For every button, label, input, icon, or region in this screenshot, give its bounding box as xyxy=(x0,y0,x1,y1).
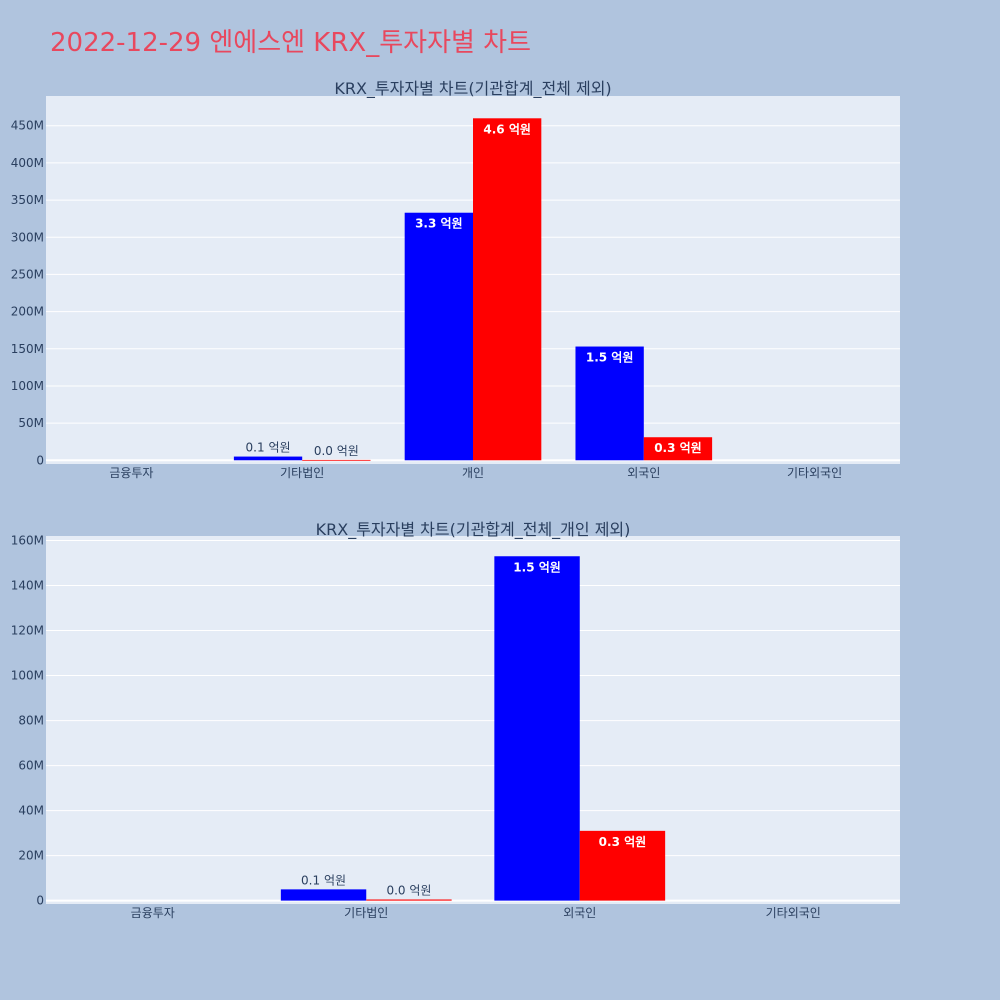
data-label: 0.0 억원 xyxy=(386,883,431,897)
y-tick-label: 0 xyxy=(36,894,44,908)
y-tick-label: 40M xyxy=(18,804,44,818)
x-tick-label: 금융투자 xyxy=(131,906,175,920)
bar xyxy=(280,889,367,901)
x-tick-label: 기타외국인 xyxy=(766,906,821,920)
y-tick-label: 160M xyxy=(11,534,44,548)
x-tick-label: 기타법인 xyxy=(280,466,324,480)
y-tick-label: 200M xyxy=(11,305,44,319)
bar xyxy=(643,437,713,461)
x-tick-label: 개인 xyxy=(462,466,484,480)
x-tick-label: 금융투자 xyxy=(109,466,153,480)
data-label: 0.1 억원 xyxy=(301,873,346,887)
data-label: 0.1 억원 xyxy=(246,441,291,455)
data-label: 3.3 억원 xyxy=(415,217,463,231)
data-label: 0.3 억원 xyxy=(654,441,702,455)
bar xyxy=(233,456,303,461)
y-tick-label: 250M xyxy=(11,267,44,281)
y-tick-label: 300M xyxy=(11,230,44,244)
y-tick-label: 80M xyxy=(18,714,44,728)
data-label: 4.6 억원 xyxy=(483,122,531,136)
x-tick-label: 기타법인 xyxy=(344,906,388,920)
y-tick-label: 20M xyxy=(18,849,44,863)
data-label: 0.3 억원 xyxy=(599,835,647,849)
page-title: 2022-12-29 엔에스엔 KRX_투자자별 차트 xyxy=(50,28,532,58)
y-tick-label: 140M xyxy=(11,579,44,593)
y-tick-label: 450M xyxy=(11,119,44,133)
x-tick-label: 기타외국인 xyxy=(787,466,842,480)
y-tick-label: 60M xyxy=(18,759,44,773)
bar xyxy=(473,118,542,461)
bar xyxy=(404,212,473,461)
y-tick-label: 350M xyxy=(11,193,44,207)
y-tick-label: 400M xyxy=(11,156,44,170)
data-label: 0.0 억원 xyxy=(314,444,359,458)
chart-title: KRX_투자자별 차트(기관합계_전체_개인 제외) xyxy=(316,520,631,540)
x-tick-label: 외국인 xyxy=(563,906,596,920)
y-tick-label: 100M xyxy=(11,669,44,683)
y-tick-label: 0 xyxy=(36,453,44,467)
bar xyxy=(494,556,580,901)
y-tick-label: 150M xyxy=(11,342,44,356)
plot-area xyxy=(46,536,900,904)
x-tick-label: 외국인 xyxy=(627,466,660,480)
y-tick-label: 120M xyxy=(11,624,44,638)
data-label: 1.5 억원 xyxy=(513,560,561,574)
bar xyxy=(575,346,644,461)
bar xyxy=(579,830,666,901)
bar xyxy=(366,899,452,901)
bar xyxy=(302,459,371,461)
y-tick-label: 100M xyxy=(11,379,44,393)
chart-title: KRX_투자자별 차트(기관합계_전체 제외) xyxy=(334,79,611,99)
data-label: 1.5 억원 xyxy=(586,351,634,365)
y-tick-label: 50M xyxy=(18,416,44,430)
